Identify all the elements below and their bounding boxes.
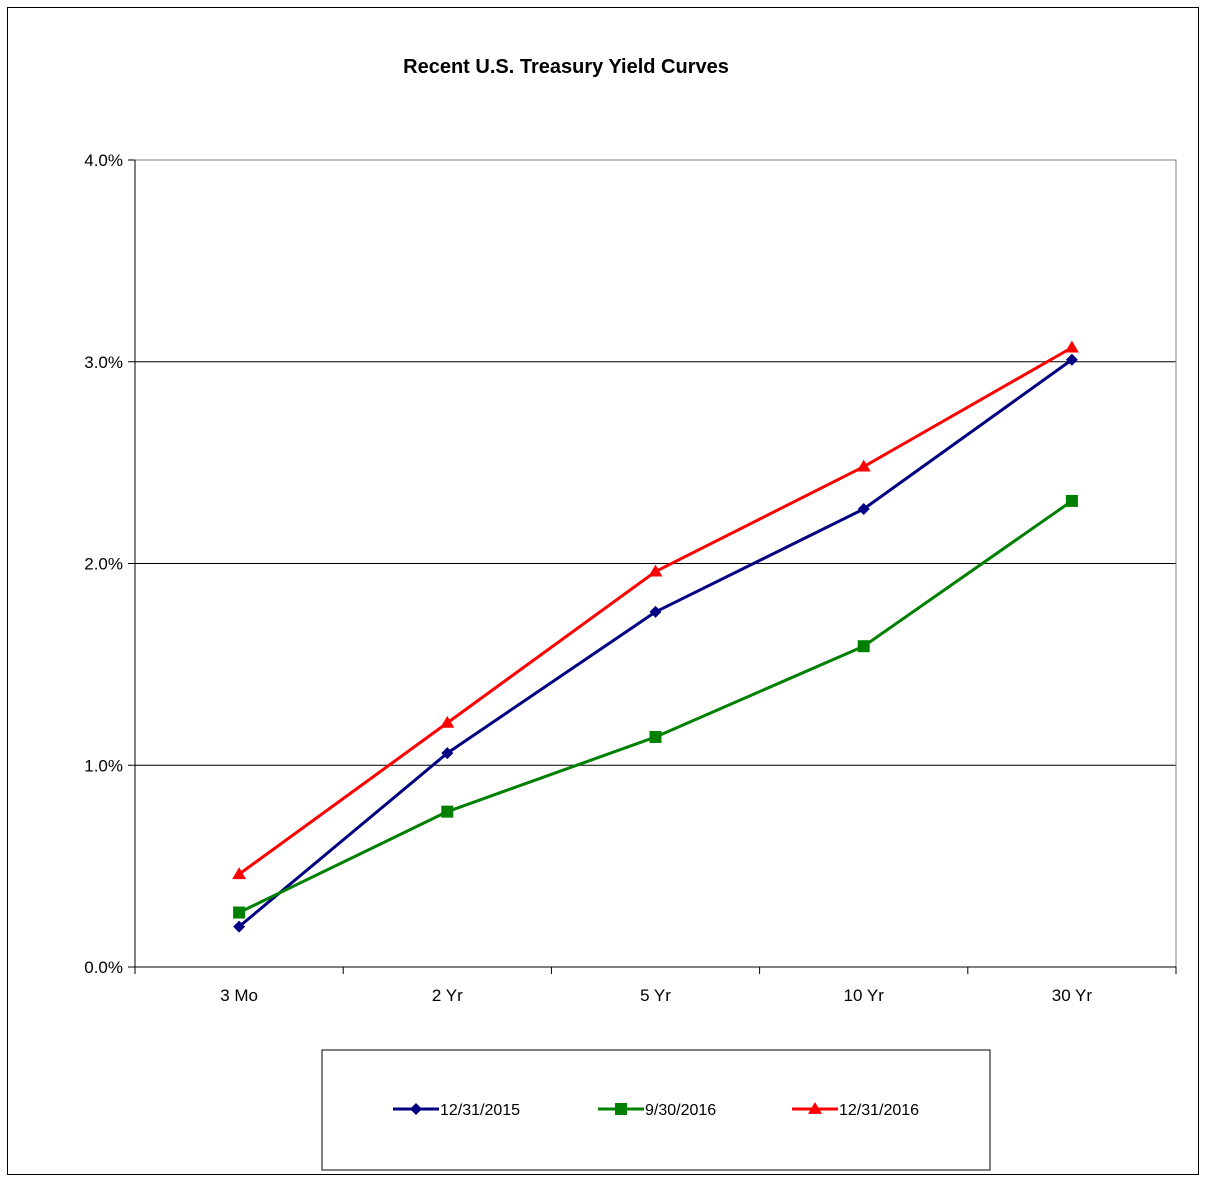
legend-swatch-marker xyxy=(615,1103,627,1115)
legend-box xyxy=(321,1049,991,1171)
data-point xyxy=(1064,340,1079,353)
legend-entry: 9/30/2016 xyxy=(598,1102,716,1119)
legend-label: 12/31/2016 xyxy=(839,1102,919,1119)
legend-entry: 12/31/2015 xyxy=(393,1102,520,1119)
data-point xyxy=(649,605,662,618)
series-1 xyxy=(233,353,1078,933)
data-point xyxy=(441,747,454,760)
axes xyxy=(128,159,1177,974)
chart-frame xyxy=(7,7,1199,1175)
data-point xyxy=(649,731,662,744)
data-point xyxy=(857,503,870,516)
x-tick-label: 2 Yr xyxy=(432,986,463,1005)
legend-swatch-marker xyxy=(808,1102,822,1114)
series-line xyxy=(238,499,1073,914)
y-tick-label: 3.0% xyxy=(84,353,123,372)
legend-label: 12/31/2015 xyxy=(440,1102,520,1119)
series-2 xyxy=(233,494,1078,919)
data-point xyxy=(857,640,870,653)
data-point xyxy=(440,715,455,728)
x-tick-label: 30 Yr xyxy=(1052,986,1093,1005)
data-point xyxy=(233,906,246,919)
y-tick-label: 1.0% xyxy=(84,756,123,775)
y-tick-label: 4.0% xyxy=(84,151,123,170)
series-line xyxy=(238,358,1073,928)
legend-entry: 12/31/2016 xyxy=(792,1102,919,1119)
x-tick-label: 10 Yr xyxy=(844,986,885,1005)
y-tick-label: 0.0% xyxy=(84,958,123,977)
x-axis-tick-labels: 3 Mo 2 Yr 5 Yr 10 Yr 30 Yr xyxy=(220,986,1092,1005)
x-tick-label: 3 Mo xyxy=(220,986,258,1005)
gridlines xyxy=(135,361,1176,766)
y-axis-tick-labels: 0.0% 1.0% 2.0% 3.0% 4.0% xyxy=(84,151,123,977)
chart-title: Recent U.S. Treasury Yield Curves xyxy=(403,56,729,78)
data-point xyxy=(232,867,247,880)
data-point xyxy=(648,564,663,577)
y-tick-label: 2.0% xyxy=(84,555,123,574)
data-point xyxy=(233,920,246,933)
data-point xyxy=(856,459,871,472)
legend-swatch-marker xyxy=(410,1103,422,1115)
legend: 12/31/2015 9/30/2016 12/31/2016 xyxy=(393,1102,919,1119)
data-point xyxy=(1065,494,1078,507)
data-point xyxy=(441,805,454,818)
series-lines xyxy=(232,340,1079,933)
data-point xyxy=(1065,353,1078,366)
series-3 xyxy=(232,340,1079,880)
x-tick-label: 5 Yr xyxy=(640,986,671,1005)
legend-label: 9/30/2016 xyxy=(645,1102,716,1119)
